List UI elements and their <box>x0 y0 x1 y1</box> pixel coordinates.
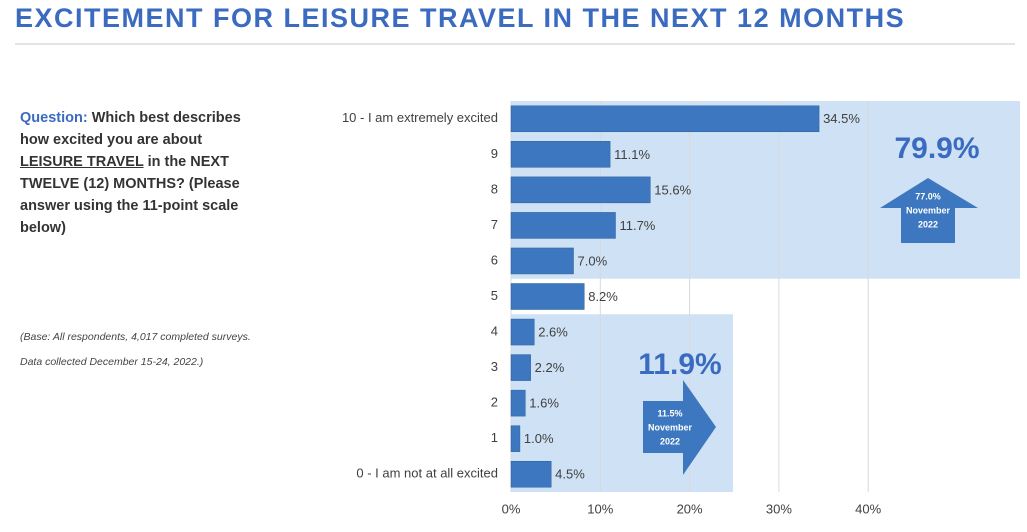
callout-previous: November <box>906 205 951 215</box>
x-tick-label: 30% <box>766 501 792 516</box>
value-label: 2.2% <box>535 360 565 375</box>
bar <box>510 389 526 417</box>
y-tick-label: 2 <box>491 395 498 410</box>
bar <box>510 105 820 133</box>
bar <box>510 141 611 168</box>
value-label: 4.5% <box>555 467 585 482</box>
chart-title: EXCITEMENT FOR LEISURE TRAVEL IN THE NEX… <box>15 3 905 33</box>
x-tick-label: 40% <box>855 501 881 516</box>
base-note: Data collected December 15-24, 2022.) <box>20 356 204 368</box>
arrow <box>880 178 978 243</box>
callout-previous: November <box>648 422 693 432</box>
value-label: 2.6% <box>538 324 568 339</box>
callout-total: 11.9% <box>638 348 721 381</box>
y-tick-label: 0 - I am not at all excited <box>356 466 498 481</box>
question: Question: Which best describes how excit… <box>20 107 265 239</box>
arrow <box>643 380 716 475</box>
bar <box>510 318 535 346</box>
callout-previous: 77.0% <box>915 191 941 201</box>
bar <box>510 425 521 452</box>
y-tick-label: 5 <box>491 288 498 303</box>
question-text: Which best describes how excited you are… <box>20 110 241 148</box>
bar <box>510 354 531 381</box>
y-tick-label: 9 <box>491 146 498 161</box>
bar <box>510 176 651 204</box>
y-tick-label: 3 <box>491 359 498 374</box>
value-label: 7.0% <box>578 253 608 268</box>
bar <box>510 283 585 310</box>
value-label: 11.7% <box>619 218 655 233</box>
callout-total: 79.9% <box>894 132 979 165</box>
value-label: 8.2% <box>588 289 618 304</box>
bar <box>510 247 574 275</box>
value-label: 1.6% <box>529 396 559 411</box>
callout-previous: 2022 <box>918 219 938 229</box>
value-label: 15.6% <box>654 182 691 197</box>
y-tick-label: 8 <box>491 181 498 196</box>
value-label: 34.5% <box>823 111 860 126</box>
y-tick-label: 6 <box>491 252 498 267</box>
value-label: 11.1% <box>614 147 650 162</box>
x-tick-label: 20% <box>677 501 703 516</box>
callout-previous: 11.5% <box>657 408 682 418</box>
base-note: (Base: All respondents, 4,017 completed … <box>20 331 251 343</box>
y-tick-label: 1 <box>491 430 498 445</box>
x-tick-label: 0% <box>502 501 521 516</box>
callout-previous: 2022 <box>660 436 680 446</box>
x-tick-label: 10% <box>587 501 613 516</box>
bar <box>510 460 552 488</box>
y-tick-label: 7 <box>491 217 498 232</box>
y-tick-label: 4 <box>491 323 498 338</box>
question-emphasis: LEISURE TRAVEL <box>20 154 144 170</box>
bar <box>510 212 616 239</box>
y-tick-label: 10 - I am extremely excited <box>342 110 498 125</box>
value-label: 1.0% <box>524 431 554 446</box>
question-text: in the NEXT TWELVE (12) MONTHS? (Please … <box>20 154 240 236</box>
question-label: Question: <box>20 110 88 126</box>
